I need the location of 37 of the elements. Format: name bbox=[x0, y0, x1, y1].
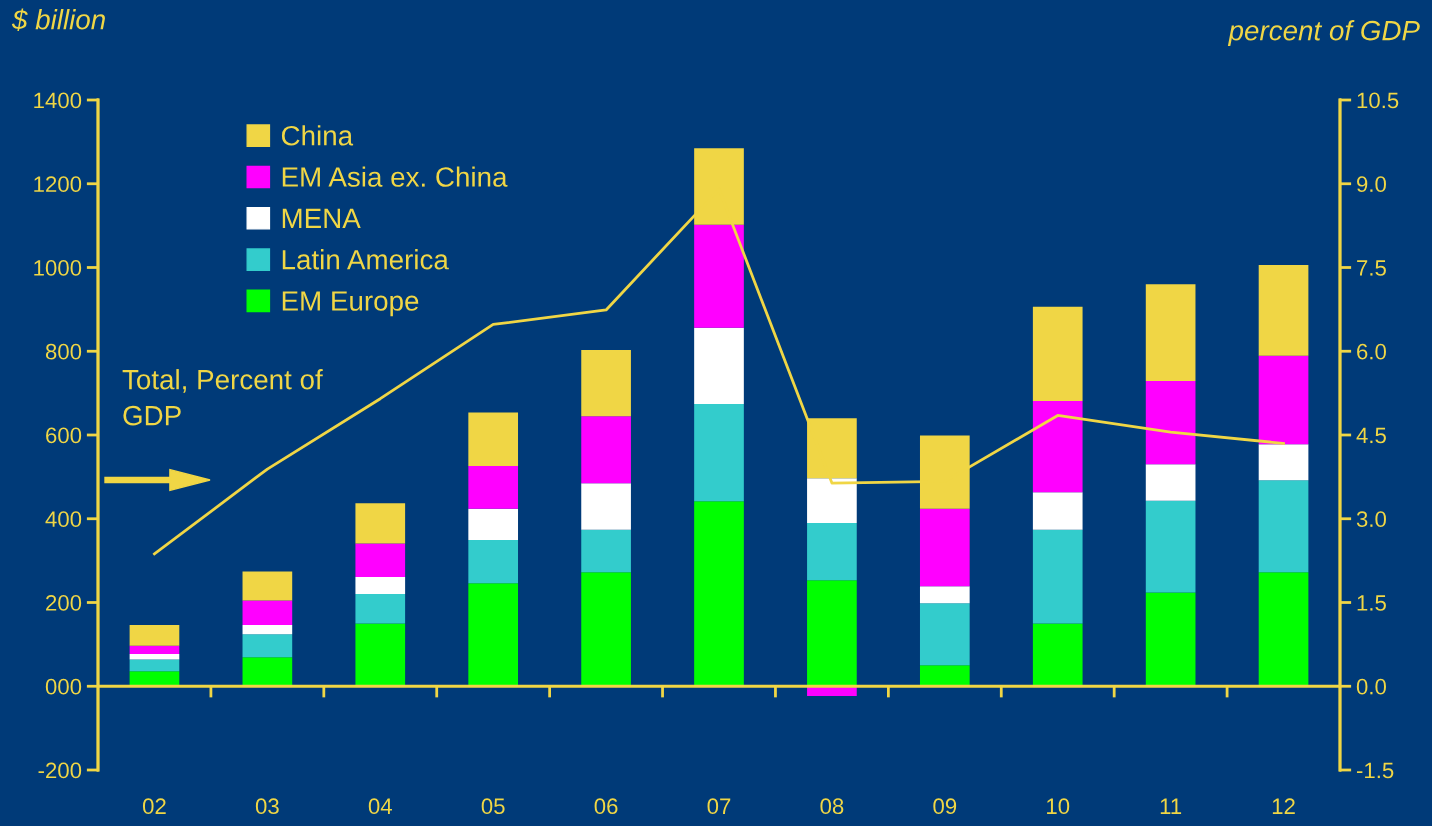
y2-tick-label: 7.5 bbox=[1357, 260, 1386, 276]
legend-label: Latin America bbox=[282, 249, 449, 270]
y-tick-label: 800 bbox=[45, 343, 82, 360]
x-tick-label: 12 bbox=[1272, 798, 1295, 814]
x-tick-label: 06 bbox=[594, 798, 618, 815]
legend-label: MENA bbox=[282, 208, 361, 228]
legend-label: China bbox=[281, 125, 354, 146]
y2-tick-label: -1.5 bbox=[1356, 762, 1394, 779]
x-tick-label: 05 bbox=[481, 798, 505, 815]
y-tick-label: 600 bbox=[46, 427, 82, 444]
y2-tick-label: 6.0 bbox=[1357, 343, 1386, 360]
y-tick-label: -200 bbox=[38, 762, 82, 779]
y-tick-label: 400 bbox=[45, 511, 82, 528]
legend-label: EM Europe bbox=[282, 291, 419, 317]
y2-tick-label: 3.0 bbox=[1356, 511, 1386, 528]
x-tick-label: 07 bbox=[707, 798, 731, 815]
y-tick-label: 1200 bbox=[34, 176, 82, 193]
x-tick-label: 11 bbox=[1160, 798, 1182, 814]
y2-tick-label: 4.5 bbox=[1356, 427, 1386, 444]
x-tick-label: 10 bbox=[1047, 798, 1070, 815]
x-tick-label: 09 bbox=[933, 798, 957, 815]
y2-tick-label: 9.0 bbox=[1357, 176, 1386, 193]
x-tick-label: 04 bbox=[368, 798, 392, 815]
y-tick-label: 1000 bbox=[34, 260, 82, 276]
y2-tick-label: 0.0 bbox=[1356, 678, 1386, 695]
annotation: Total, Percent of GDP bbox=[122, 369, 323, 426]
y-tick-label: 1400 bbox=[34, 92, 82, 109]
y-tick-label: 000 bbox=[45, 678, 82, 695]
y2-axis-title: percent of GDP bbox=[1227, 20, 1420, 46]
y-axis-title: $ billion bbox=[11, 8, 105, 32]
y2-tick-label: 1.5 bbox=[1357, 595, 1386, 611]
x-tick-label: 02 bbox=[142, 798, 166, 815]
y2-tick-label: 10.5 bbox=[1357, 92, 1399, 109]
x-tick-label: 08 bbox=[820, 798, 844, 815]
y-tick-label: 200 bbox=[46, 595, 82, 611]
x-tick-label: 03 bbox=[255, 798, 279, 815]
legend-label: EM Asia ex. China bbox=[282, 166, 508, 187]
